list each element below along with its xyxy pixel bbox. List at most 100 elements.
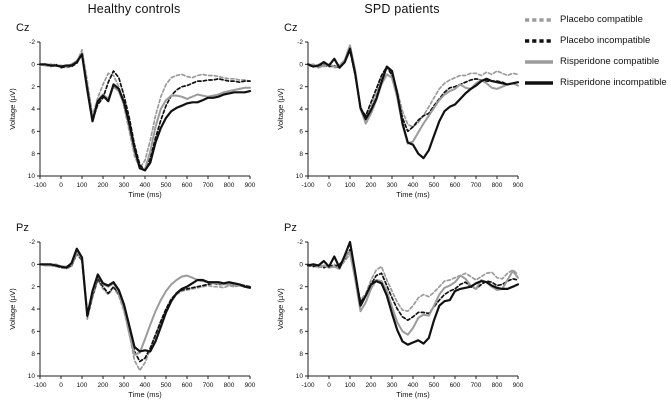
x-tick-label: 900 <box>513 382 524 389</box>
x-tick-label: 200 <box>98 182 109 189</box>
x-tick-label: 0 <box>59 382 63 389</box>
column-title-spd-patients: SPD patients <box>364 2 440 16</box>
x-tick-label: 600 <box>450 182 461 189</box>
y-tick-label: -2 <box>29 239 35 246</box>
y-tick-label: 8 <box>31 151 35 158</box>
y-tick-label: 8 <box>299 151 303 158</box>
y-tick-label: 6 <box>31 129 35 136</box>
y-tick-label: 4 <box>31 106 35 113</box>
y-tick-label: 0 <box>299 62 303 69</box>
x-tick-label: 300 <box>387 182 398 189</box>
chart-panel-spd-pz: Pz -2 0 2 4 6 8 10 -100 0 100 200 300 400 500 600 700 80… <box>274 222 526 406</box>
legend-item-placebo-incompatible: Placebo incompatible <box>524 33 667 48</box>
y-tick-label: 2 <box>299 284 303 291</box>
x-tick-label: 200 <box>366 182 377 189</box>
y-tick-label: 10 <box>28 373 36 380</box>
x-tick-label: 400 <box>140 182 151 189</box>
y-tick-label: -2 <box>297 39 303 46</box>
x-tick-label: 900 <box>513 182 524 189</box>
series-placebo-compatible <box>307 50 519 128</box>
x-tick-label: 800 <box>492 382 503 389</box>
axis-lines <box>39 42 250 177</box>
x-tick-label: 900 <box>245 382 256 389</box>
y-tick-label: 8 <box>299 351 303 358</box>
series-risperidone-incompatible <box>306 47 520 160</box>
y-tick-label: -2 <box>29 39 35 46</box>
series-placebo-compatible <box>39 48 251 170</box>
y-tick-label: 0 <box>31 62 35 69</box>
x-tick-label: 700 <box>471 182 482 189</box>
x-tick-label: 200 <box>98 382 109 389</box>
y-tick-label: 4 <box>31 306 35 313</box>
x-tick-label: 400 <box>408 182 419 189</box>
x-tick-label: 900 <box>245 182 256 189</box>
x-tick-label: 100 <box>345 382 356 389</box>
y-tick-label: 0 <box>31 262 35 269</box>
x-axis-label: Time (ms) <box>128 190 162 199</box>
series-placebo-incompatible <box>39 53 251 172</box>
series-risperidone-compatible <box>39 52 251 171</box>
x-axis-label: Time (ms) <box>396 190 430 199</box>
legend-label: Placebo incompatible <box>560 35 651 46</box>
y-tick-label: 6 <box>299 329 303 336</box>
x-tick-label: 500 <box>429 182 440 189</box>
y-tick-label: 10 <box>28 173 36 180</box>
x-tick-label: 400 <box>408 382 419 389</box>
electrode-label-pz: Pz <box>16 222 29 234</box>
x-tick-label: 500 <box>161 382 172 389</box>
x-axis-label: Time (ms) <box>396 390 430 399</box>
series-placebo-incompatible <box>307 50 519 133</box>
legend-line-black-solid-icon <box>525 80 553 85</box>
y-axis-label: Voltage (µV) <box>8 88 17 130</box>
x-axis-label: Time (ms) <box>128 390 162 399</box>
x-tick-label: -100 <box>33 382 46 389</box>
series-placebo-incompatible <box>39 252 251 363</box>
x-tick-label: 800 <box>224 182 235 189</box>
legend-item-risperidone-compatible: Risperidone compatible <box>524 54 667 69</box>
column-title-healthy-controls: Healthy controls <box>87 2 181 16</box>
x-tick-label: 200 <box>366 382 377 389</box>
y-tick-label: 10 <box>296 373 304 380</box>
x-tick-label: -100 <box>301 382 314 389</box>
x-tick-label: 600 <box>450 382 461 389</box>
series-placebo-compatible <box>39 253 251 372</box>
x-tick-label: -100 <box>33 182 46 189</box>
x-tick-label: 700 <box>203 182 214 189</box>
y-tick-label: -2 <box>297 239 303 246</box>
erp-chart-healthy-pz: -2 0 2 4 6 8 10 -100 0 100 200 300 400 500 600 700 800 90… <box>8 239 256 399</box>
x-tick-label: 0 <box>327 182 331 189</box>
x-tick-label: 300 <box>119 382 130 389</box>
erp-chart-spd-cz: -2 0 2 4 6 8 10 -100 0 100 200 300 400 500 600 700 800 90… <box>276 39 524 199</box>
series-risperidone-compatible <box>39 251 251 356</box>
y-tick-label: 6 <box>299 129 303 136</box>
chart-panel-healthy-cz: Cz -2 0 2 4 6 8 10 -100 0 100 200 300 400 500 600 700 80… <box>6 22 258 206</box>
x-tick-label: 300 <box>387 382 398 389</box>
electrode-label-cz: Cz <box>284 22 298 34</box>
legend-line-black-dashed-icon <box>525 38 553 43</box>
y-tick-label: 4 <box>299 306 303 313</box>
legend-line-gray-dashed-icon <box>525 17 553 22</box>
legend: Placebo compatible Placebo incompatible … <box>524 12 667 96</box>
axis-lines <box>307 42 518 177</box>
legend-label: Risperidone compatible <box>560 56 660 67</box>
y-tick-label: 6 <box>31 329 35 336</box>
x-tick-label: 300 <box>119 182 130 189</box>
electrode-label-pz: Pz <box>284 222 297 234</box>
x-tick-label: 600 <box>182 182 193 189</box>
x-tick-label: 100 <box>77 182 88 189</box>
x-tick-label: 500 <box>161 182 172 189</box>
x-tick-label: 400 <box>140 382 151 389</box>
legend-item-risperidone-incompatible: Risperidone incompatible <box>524 75 667 90</box>
y-axis-label: Voltage (µV) <box>8 288 17 330</box>
y-axis-label: Voltage (µV) <box>276 288 285 330</box>
x-tick-label: 500 <box>429 382 440 389</box>
chart-panel-healthy-pz: Pz -2 0 2 4 6 8 10 -100 0 100 200 300 400 500 600 700 80… <box>6 222 258 406</box>
erp-chart-spd-pz: -2 0 2 4 6 8 10 -100 0 100 200 300 400 500 600 700 800 90… <box>276 239 524 399</box>
series-placebo-incompatible <box>307 248 519 322</box>
x-tick-label: 100 <box>345 182 356 189</box>
legend-label: Risperidone incompatible <box>560 77 667 88</box>
series-risperidone-compatible <box>307 44 519 145</box>
y-tick-label: 2 <box>31 84 35 91</box>
x-tick-label: 0 <box>327 382 331 389</box>
